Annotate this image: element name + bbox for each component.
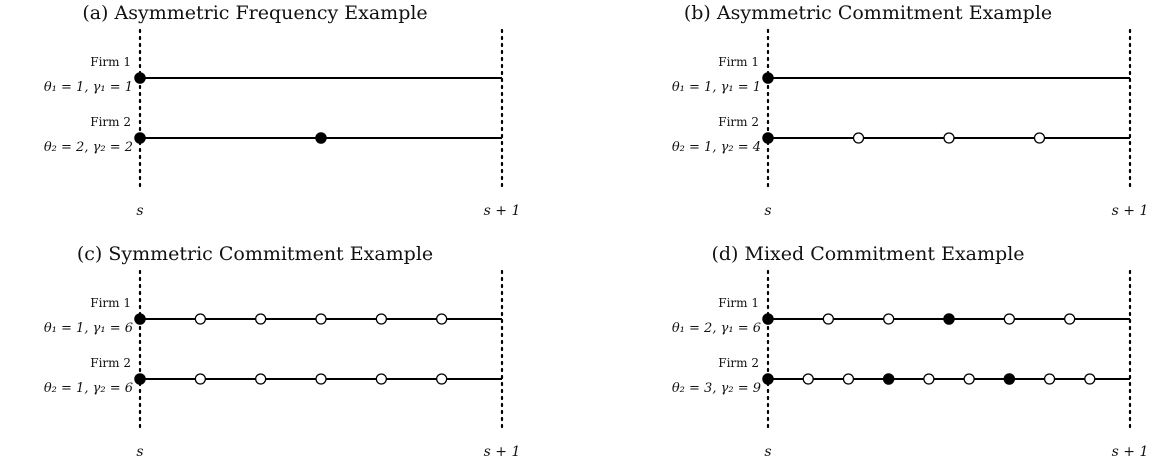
price-commitment-open-dot	[923, 373, 935, 385]
price-commitment-open-dot	[883, 313, 895, 325]
price-review-filled-dot	[762, 313, 774, 325]
firm-name-label: Firm 1	[718, 296, 759, 310]
firm-name-label: Firm 2	[90, 115, 131, 129]
firm-parameter-label: θ₂ = 1, γ₂ = 4	[672, 140, 761, 155]
price-commitment-open-dot	[375, 313, 387, 325]
firm-parameter-label: θ₂ = 3, γ₂ = 9	[672, 381, 761, 396]
panel-title: (d) Mixed Commitment Example	[711, 243, 1024, 265]
price-review-filled-dot	[1003, 373, 1016, 385]
price-commitment-open-dot	[842, 373, 855, 385]
firm-parameter-label: θ₁ = 2, γ₁ = 6	[672, 321, 761, 336]
price-commitment-open-dot	[943, 132, 955, 144]
price-review-filled-dot	[762, 72, 774, 84]
price-commitment-open-dot	[315, 313, 327, 325]
price-review-filled-dot	[762, 132, 774, 144]
price-commitment-open-dot	[1043, 373, 1056, 385]
price-commitment-open-dot	[963, 373, 975, 385]
price-commitment-open-dot	[194, 373, 206, 385]
price-commitment-open-dot	[255, 373, 267, 385]
panel-b: (b) Asymmetric Commitment Example s s + 1 F…	[672, 2, 1149, 219]
panel-c: (c) Symmetric Commitment Example s s + 1 Fi…	[44, 243, 521, 460]
price-review-filled-dot	[134, 313, 146, 325]
price-commitment-open-dot	[852, 132, 865, 144]
end-tick-label: s + 1	[484, 203, 521, 219]
price-review-filled-dot	[762, 373, 774, 385]
firm-name-label: Firm 2	[90, 356, 131, 370]
price-review-filled-dot	[943, 313, 955, 325]
firm-parameter-label: θ₁ = 1, γ₁ = 6	[44, 321, 133, 336]
price-review-filled-dot	[882, 373, 895, 385]
price-commitment-open-dot	[255, 313, 267, 325]
price-commitment-open-dot	[436, 313, 448, 325]
firm-parameter-label: θ₂ = 1, γ₂ = 6	[44, 381, 133, 396]
firm-parameter-label: θ₂ = 2, γ₂ = 2	[44, 140, 133, 155]
end-tick-label: s + 1	[1112, 444, 1149, 460]
panel-a: (a) Asymmetric Frequency Example s s + 1 Fi…	[44, 2, 521, 219]
price-commitment-open-dot	[315, 373, 327, 385]
price-commitment-open-dot	[1064, 313, 1076, 325]
panel-title: (b) Asymmetric Commitment Example	[684, 2, 1052, 24]
start-tick-label: s	[764, 444, 771, 460]
price-review-filled-dot	[315, 132, 327, 144]
firm-name-label: Firm 1	[90, 296, 131, 310]
firm-name-label: Firm 2	[718, 115, 759, 129]
price-commitment-open-dot	[822, 313, 834, 325]
price-review-filled-dot	[134, 132, 146, 144]
firm-parameter-label: θ₁ = 1, γ₁ = 1	[44, 80, 133, 95]
firm-name-label: Firm 1	[718, 55, 759, 69]
panel-title: (c) Symmetric Commitment Example	[77, 243, 433, 265]
price-commitment-open-dot	[802, 373, 814, 385]
start-tick-label: s	[136, 203, 143, 219]
firm-name-label: Firm 1	[90, 55, 131, 69]
panel-title: (a) Asymmetric Frequency Example	[82, 2, 427, 24]
price-commitment-open-dot	[1033, 132, 1046, 144]
start-tick-label: s	[136, 444, 143, 460]
price-commitment-open-dot	[1084, 373, 1096, 385]
price-review-filled-dot	[134, 72, 146, 84]
price-commitment-open-dot	[1003, 313, 1015, 325]
panel-d: (d) Mixed Commitment Example s s + 1 Firm 1…	[672, 243, 1149, 460]
start-tick-label: s	[764, 203, 771, 219]
end-tick-label: s + 1	[484, 444, 521, 460]
end-tick-label: s + 1	[1112, 203, 1149, 219]
price-commitment-open-dot	[194, 313, 206, 325]
price-commitment-open-dot	[436, 373, 448, 385]
price-review-filled-dot	[134, 373, 146, 385]
price-commitment-open-dot	[375, 373, 387, 385]
firm-parameter-label: θ₁ = 1, γ₁ = 1	[672, 80, 761, 95]
firm-name-label: Firm 2	[718, 356, 759, 370]
